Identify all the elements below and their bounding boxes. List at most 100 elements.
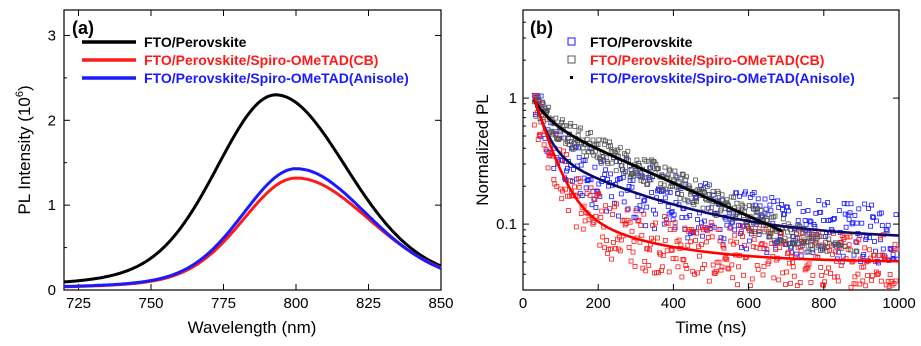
panel-b-data-point [579, 193, 585, 199]
panel-b-data-point [847, 234, 853, 240]
panel-b-data-point [589, 149, 595, 155]
panel-b-data-point [876, 270, 881, 276]
panel-b-data-point [840, 253, 846, 259]
panel-b-data-point [685, 242, 691, 248]
panel-b-data-point [609, 256, 614, 262]
panel-b-data-point [854, 220, 860, 226]
panel-b-data-point [603, 203, 608, 209]
panel-a-x-tick-label: 825 [356, 295, 381, 312]
panel-b-y-tick-label: 1 [509, 90, 517, 107]
panel-b-data-point [643, 223, 649, 229]
panel-b-data-point [629, 184, 635, 190]
panel-b-data-point [835, 278, 841, 284]
panel-b-data-point [600, 154, 606, 160]
panel-b-data-point [702, 189, 708, 195]
panel-b-data-point [595, 190, 601, 196]
panel-b-data-point [847, 247, 853, 253]
panel-a-x-tick-label: 800 [283, 295, 308, 312]
panel-b-data-point [853, 248, 859, 254]
panel-b-data-point [814, 235, 820, 241]
panel-b-data-point [754, 262, 760, 268]
panel-b-data-point [682, 197, 688, 203]
panel-b-data-point [709, 234, 715, 240]
panel-b-data-point [597, 242, 603, 248]
panel-b-data-point [621, 199, 627, 205]
panel-b-data-point [838, 263, 844, 268]
panel-b-data-point [880, 246, 886, 252]
panel-b-data-point [788, 280, 793, 286]
panel-b-data-point [875, 272, 880, 278]
panel-b-data-point [775, 198, 781, 204]
panel-b-data-point [778, 239, 784, 245]
panel-b-data-point [539, 100, 545, 106]
panel-b-data-point [707, 192, 712, 197]
panel-a-legend-label: FTO/Perovskite [144, 34, 247, 50]
panel-b-data-point [827, 247, 832, 253]
panel-b-data-point [833, 249, 838, 255]
panel-b-data-point [617, 248, 623, 254]
panel-b-data-point [855, 271, 861, 277]
panel-b-data-point [670, 256, 676, 262]
panel-b-data-point [586, 149, 592, 154]
panel-b-data-point [629, 170, 635, 176]
panel-b-data-point [726, 266, 732, 272]
panel-b-data-point [856, 237, 862, 243]
panel-b-data-point [641, 211, 647, 217]
panel-b-data-point [787, 260, 792, 266]
panel-b-data-point [600, 234, 606, 240]
panel-b-data-point [818, 264, 824, 270]
panel-b-data-point [567, 123, 573, 129]
panel-b-data-point [680, 256, 686, 262]
panel-b-data-point [637, 203, 643, 209]
panel-b-data-point [753, 213, 759, 219]
panel-b-data-point [614, 159, 619, 164]
panel-b-data-point [641, 178, 646, 184]
panel-b-data-point [817, 209, 823, 215]
panel-b-data-point [611, 239, 616, 245]
panel-b-data-point [608, 171, 613, 177]
panel-b-data-point [893, 278, 899, 284]
panel-b-data-point [768, 230, 774, 236]
panel-b-data-point [793, 238, 799, 244]
panel-b-data-point [570, 146, 576, 152]
panel-b-data-point [635, 218, 641, 224]
panel-a-series [63, 93, 442, 289]
panel-b-data-point [675, 264, 681, 270]
panel-b-fit-line [533, 99, 899, 237]
panel-b-data-point [878, 210, 884, 216]
panel-b-data-point [761, 263, 767, 269]
panel-b-data-point [779, 201, 784, 207]
panel-b-data-point [735, 282, 740, 288]
panel-b-data-point [868, 223, 873, 229]
panel-b-data-point [625, 206, 631, 212]
panel-b-y-tick-label: 0.1 [496, 216, 517, 233]
panel-b-data-point [806, 261, 812, 267]
panel-b-data-point [618, 191, 624, 197]
panel-b-data-point [595, 142, 601, 148]
panel-b-data-point [656, 166, 661, 171]
panel-b-data-point [665, 203, 671, 209]
panel-b-data-point [556, 135, 562, 141]
panel-b-data-point [760, 214, 765, 220]
panel-b-data-point [867, 235, 872, 241]
panel-b-data-point [633, 208, 639, 214]
panel-b-data-point [640, 265, 646, 271]
panel-b-data-point [848, 284, 854, 290]
panel-b-data-point [893, 212, 899, 218]
panel-b-data-point [628, 258, 634, 264]
panel-b-data-point [702, 262, 707, 268]
panel-a-y-tick-label: 0 [48, 282, 56, 299]
panel-b-data-point [566, 141, 572, 147]
panel-b-data-point [894, 247, 900, 253]
panel-b-data-point [822, 245, 827, 251]
panel-b-data-point [734, 200, 740, 206]
panel-b-data-point [626, 183, 632, 189]
panel-b-data-point [682, 225, 688, 231]
panel-b-data-point [885, 222, 891, 228]
panel-b-data-point [820, 242, 826, 248]
panel-b-data-point [538, 93, 544, 99]
panel-b-data-point [750, 244, 756, 250]
panel-b-data-point [785, 251, 790, 257]
panel-b-data-point [836, 208, 842, 214]
